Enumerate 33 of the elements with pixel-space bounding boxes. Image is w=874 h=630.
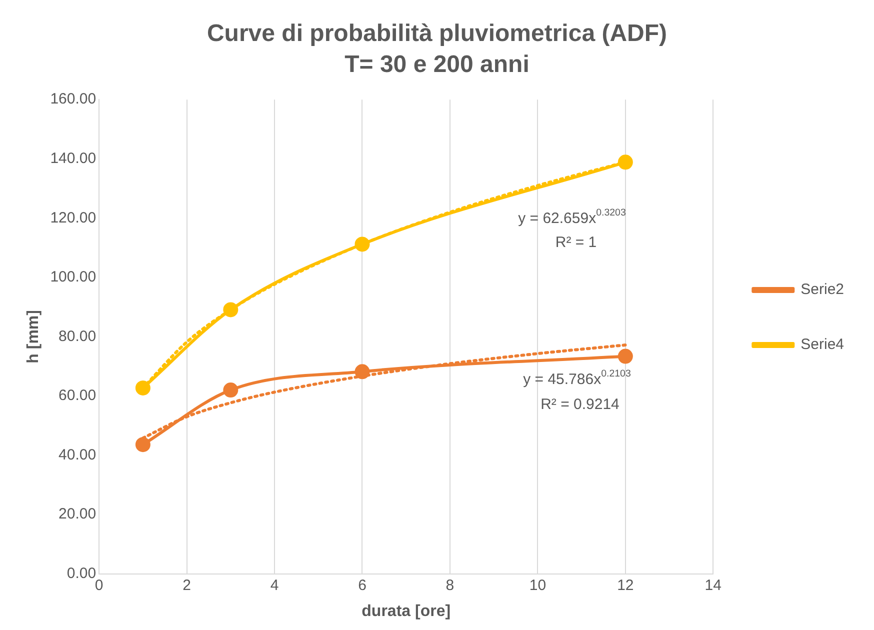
x-tick-label: 2 (182, 576, 191, 594)
x-tick-label: 14 (704, 576, 722, 594)
x-tick-label: 8 (446, 576, 454, 594)
y-tick-label: 40.00 (58, 446, 96, 464)
x-tick-label: 0 (94, 576, 104, 594)
point (135, 380, 150, 396)
y-tick-label: 20.00 (58, 506, 96, 523)
point (223, 302, 238, 318)
y-tick-label: 160.00 (50, 90, 96, 108)
y-tick-label: 100.00 (50, 268, 96, 286)
y-axis-title: h [mm] (25, 310, 42, 364)
point (618, 348, 633, 364)
point (618, 154, 633, 170)
x-tick-label: 4 (270, 576, 279, 594)
y-tick-label: 0.00 (66, 564, 96, 582)
x-tick-label: 10 (529, 576, 546, 594)
y-tick-label: 60.00 (58, 387, 96, 404)
chart-subtitle: T= 30 e 200 anni (344, 50, 530, 78)
y-tick-label: 80.00 (58, 328, 96, 345)
chart-title: Curve di probabilità pluviometrica (ADF) (206, 20, 668, 48)
x-axis-title: durata [ore] (362, 602, 451, 620)
annotation: R² = 1 (555, 234, 597, 252)
y-tick-label: 120.00 (50, 209, 96, 226)
point (135, 437, 150, 452)
point (354, 236, 370, 252)
legend-label: Serie4 (800, 336, 844, 354)
point (223, 382, 238, 398)
x-tick-label: 6 (358, 576, 366, 594)
legend-label: Serie2 (800, 281, 844, 298)
x-tick-label: 12 (617, 576, 634, 594)
y-tick-label: 140.00 (50, 150, 96, 168)
point (354, 364, 370, 380)
annotation: R² = 0.9214 (540, 396, 620, 414)
